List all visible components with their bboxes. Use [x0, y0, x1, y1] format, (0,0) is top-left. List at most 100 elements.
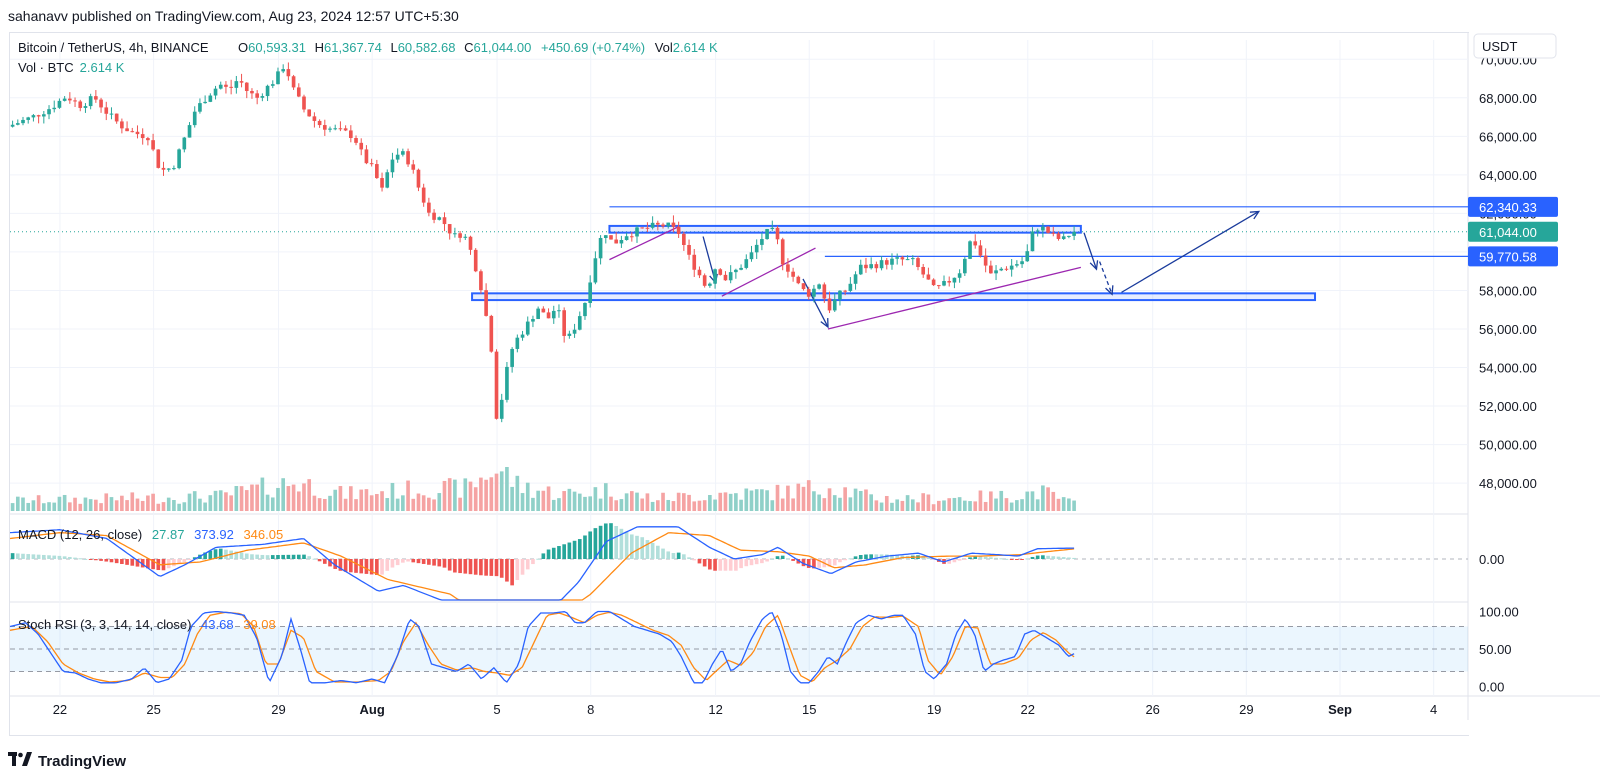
candle-body: [411, 164, 416, 170]
candle-body: [312, 116, 317, 121]
candle-body: [619, 240, 624, 244]
candle-body: [47, 109, 51, 115]
candle-body: [963, 258, 967, 274]
macd-histogram-bar: [931, 559, 936, 560]
candle-body: [770, 227, 775, 229]
macd-histogram-bar: [317, 559, 322, 562]
macd-line: [9, 526, 1075, 601]
macd-histogram-bar: [479, 559, 483, 576]
time-tick-label: Aug: [360, 702, 385, 717]
candle-body: [577, 316, 582, 330]
candle-body: [437, 217, 442, 220]
macd-histogram-bar: [83, 558, 88, 560]
volume-bar: [879, 502, 884, 511]
macd-histogram-bar: [442, 559, 447, 568]
candle-body: [952, 277, 957, 283]
volume-bar: [109, 497, 114, 511]
macd-histogram-bar: [874, 554, 879, 559]
volume-bar: [838, 497, 842, 511]
volume-bar: [161, 502, 166, 511]
volume-bar: [671, 501, 676, 511]
volume-bar: [786, 485, 790, 511]
candle-body: [567, 333, 572, 336]
macd-histogram-bar: [307, 556, 312, 559]
tradingview-logo-icon: [8, 752, 32, 770]
volume-bar: [31, 500, 36, 511]
candle-body: [135, 131, 140, 135]
arrow-head: [1249, 210, 1261, 220]
macd-histogram-bar: [536, 558, 540, 560]
volume-bar: [505, 467, 509, 511]
candle-body: [1020, 261, 1024, 265]
candle-body: [588, 282, 593, 303]
candle-body: [1067, 235, 1071, 237]
candle-body: [203, 101, 207, 104]
volume-bar: [1004, 498, 1009, 511]
candle-body: [572, 329, 577, 334]
candle-body: [156, 149, 161, 168]
candle-body: [104, 107, 109, 114]
macd-histogram-bar: [463, 559, 468, 574]
volume-bar: [224, 492, 228, 511]
macd-histogram-bar: [739, 559, 743, 569]
legend-ohlc: O60,593.31 H61,367.74 L60,582.68 C61,044…: [238, 40, 718, 55]
macd-histogram-bar: [525, 559, 530, 570]
volume-bar: [780, 498, 785, 511]
candle-body: [161, 167, 166, 170]
volume-bar: [281, 478, 286, 511]
volume-bar: [302, 483, 306, 511]
volume-bar: [156, 503, 161, 511]
axes: 48,000.00 50,000.00 52,000.00 54,000.00 56,0…: [53, 33, 1558, 717]
candle-body: [994, 270, 998, 274]
time-tick-label: 4: [1430, 702, 1437, 717]
candle-body: [890, 258, 894, 265]
volume-bar: [624, 493, 629, 511]
macd-histogram-bar: [843, 559, 847, 561]
footer-brand[interactable]: TradingView: [8, 752, 126, 770]
macd-histogram-bar: [26, 554, 31, 559]
volume-bar: [463, 478, 468, 511]
upper-channel-box: [608, 224, 1082, 234]
volume-bars: [10, 467, 1076, 511]
volume-bar: [801, 486, 806, 511]
macd-histogram-bar: [453, 559, 457, 573]
macd-histogram-bar: [208, 550, 213, 559]
macd-histogram-bar: [973, 556, 978, 559]
volume-bar: [88, 499, 93, 511]
macd-histogram-bar: [650, 542, 655, 559]
volume-bar: [135, 498, 140, 511]
macd-histogram-bar: [682, 554, 686, 559]
volume-bar: [921, 493, 926, 511]
macd-histogram-bar: [401, 559, 405, 563]
macd-histogram-bar: [760, 559, 764, 564]
macd-histogram-bar: [10, 553, 15, 559]
legend-volume: Vol · BTC 2.614 K: [18, 60, 125, 75]
candle-body: [942, 281, 946, 286]
candle-body: [551, 310, 556, 319]
candle-body: [442, 217, 447, 225]
legend-symbol: Bitcoin / TetherUS, 4h, BINANCE: [18, 40, 209, 55]
volume-bar: [520, 493, 525, 511]
candle-body: [317, 120, 322, 126]
candle-body: [978, 245, 983, 256]
volume-bar: [744, 488, 749, 511]
volume-bar: [869, 494, 873, 511]
time-tick-label: 19: [927, 702, 941, 717]
macd-histogram-bar: [796, 559, 801, 564]
volume-bar: [754, 489, 759, 511]
candle-body: [947, 281, 952, 283]
macd-histogram-bar: [629, 534, 634, 559]
volume-bar: [354, 499, 358, 511]
volume-bar: [208, 495, 213, 511]
candle-body: [968, 241, 972, 259]
trendline: [721, 247, 816, 297]
time-tick-label: Sep: [1328, 702, 1352, 717]
macd-histogram-bar: [343, 559, 348, 572]
volume-bar: [172, 500, 176, 511]
candle-body: [812, 288, 816, 297]
stoch-d-line: [9, 611, 1075, 683]
candle-body: [739, 267, 743, 270]
price-tick-label: 56,000.00: [1479, 322, 1537, 337]
candle-body: [734, 269, 738, 273]
